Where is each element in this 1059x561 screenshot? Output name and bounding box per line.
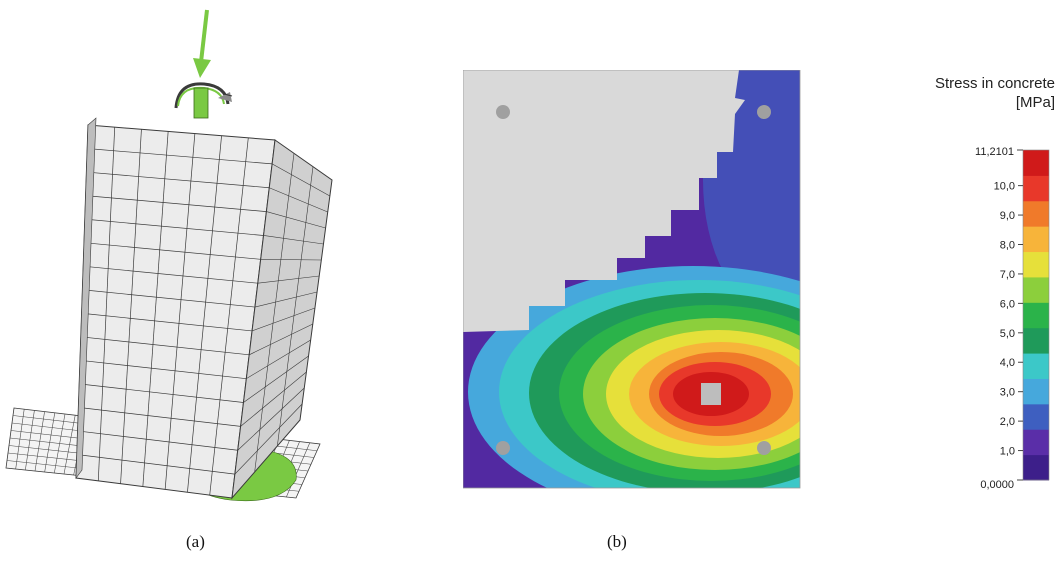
stress-contour-plot xyxy=(463,70,801,489)
rebar-center xyxy=(701,383,721,405)
legend-tick-label: 1,0 xyxy=(1000,446,1015,458)
legend-tick-label: 7,0 xyxy=(1000,269,1015,281)
cracked-zone xyxy=(463,70,745,332)
legend-min-label: 0,0000 xyxy=(980,479,1014,491)
legend-ticks: 10,0 9,0 8,0 7,0 6,0 5,0 4,0 3,0 2,0 1,0 xyxy=(994,149,1023,481)
legend-color-step xyxy=(1023,251,1049,278)
legend-title-line1: Stress in concrete xyxy=(934,75,1055,92)
load-arrow xyxy=(193,9,211,78)
legend-title: Stress in concrete [MPa] xyxy=(870,74,1055,112)
legend-color-step xyxy=(1023,302,1049,329)
legend-color-step xyxy=(1023,226,1049,253)
legend-color-step xyxy=(1023,378,1049,405)
legend-tick-label: 5,0 xyxy=(1000,328,1015,340)
column-left-face xyxy=(75,117,97,479)
legend-tick-label: 6,0 xyxy=(1000,298,1015,310)
rebar xyxy=(496,105,510,119)
legend-tick-label: 10,0 xyxy=(994,181,1015,193)
rebar xyxy=(496,441,510,455)
legend-color-step xyxy=(1023,454,1049,481)
legend-title-line2: [MPa] xyxy=(1015,94,1055,111)
legend-tick-label: 3,0 xyxy=(1000,387,1015,399)
legend-color-step xyxy=(1023,150,1049,176)
legend-max-label: 11,2101 xyxy=(975,146,1014,158)
color-legend: 10,09,08,07,06,05,04,03,02,01,0 11,2101 … xyxy=(975,146,1050,491)
rebar xyxy=(757,105,771,119)
legend-color-step xyxy=(1023,429,1049,456)
rebar xyxy=(757,441,771,455)
legend-color-step xyxy=(1023,403,1049,430)
legend-tick-label: 2,0 xyxy=(1000,416,1015,428)
legend-tick-label: 9,0 xyxy=(1000,210,1015,222)
legend-color-step xyxy=(1023,353,1049,379)
caption-a: (a) xyxy=(186,532,205,551)
caption-b: (b) xyxy=(607,532,627,551)
legend-color-bar xyxy=(1022,149,1050,481)
legend-color-step xyxy=(1023,276,1049,303)
moment-symbol xyxy=(174,82,233,119)
legend-color-step xyxy=(1023,200,1049,227)
legend-tick-label: 4,0 xyxy=(1000,357,1015,369)
legend-tick-label: 8,0 xyxy=(1000,239,1015,251)
column-side-grid xyxy=(234,153,331,475)
legend-color-step xyxy=(1023,175,1049,202)
deformed-column-mesh xyxy=(5,9,333,502)
column-front-grid xyxy=(76,127,273,496)
legend-color-step xyxy=(1023,327,1049,354)
